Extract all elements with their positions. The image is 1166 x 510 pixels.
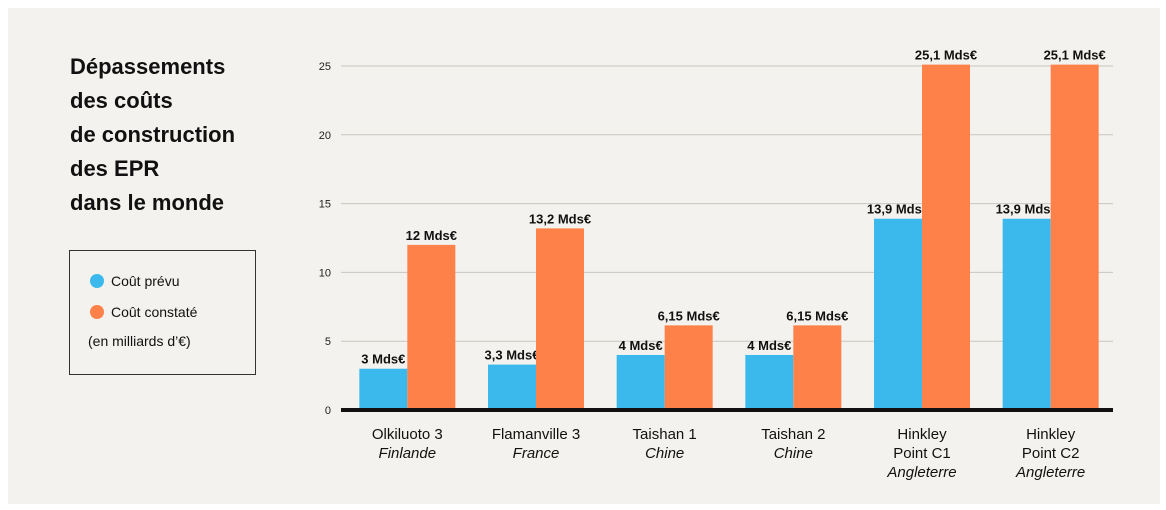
bar <box>793 325 842 410</box>
data-label: 3 Mds€ <box>361 352 405 367</box>
data-label: 12 Mds€ <box>406 228 457 243</box>
x-category-label: Flamanville 3 <box>492 426 580 443</box>
x-country-label: Chine <box>774 445 813 462</box>
title-line: dans le monde <box>70 190 225 215</box>
bar <box>874 218 922 410</box>
x-country-label: Angleterre <box>886 464 956 481</box>
x-category-label: Hinkley <box>1026 426 1076 443</box>
legend-unit-note: (en milliards d’€) <box>88 333 191 349</box>
chart-title: Dépassements des coûts de construction d… <box>70 50 235 220</box>
x-country-label: Finlande <box>379 445 437 462</box>
x-country-label: France <box>513 445 560 462</box>
data-label: 6,15 Mds€ <box>658 308 720 323</box>
bar <box>1050 64 1099 411</box>
data-label: 3,3 Mds€ <box>485 348 540 363</box>
bar <box>1002 218 1051 410</box>
bar <box>407 244 456 410</box>
data-label: 25,1 Mds€ <box>1044 48 1106 63</box>
data-label: 4 Mds€ <box>747 338 791 353</box>
y-tick-label: 0 <box>325 405 331 417</box>
x-category-label: Taishan 2 <box>761 426 825 443</box>
x-country-label: Angleterre <box>1015 464 1085 481</box>
title-line: des coûts <box>70 88 173 113</box>
legend-item-actual: Coût constaté <box>90 302 197 322</box>
legend-label: Coût prévu <box>111 273 180 289</box>
x-country-label: Chine <box>645 445 684 462</box>
legend-item-planned: Coût prévu <box>90 271 179 291</box>
bar <box>922 64 970 411</box>
y-tick-label: 5 <box>325 336 331 348</box>
data-label: 6,15 Mds€ <box>786 308 848 323</box>
y-tick-label: 10 <box>319 267 331 279</box>
title-line: des EPR <box>70 156 160 181</box>
data-label: 13,9 Mds€ <box>996 202 1058 217</box>
bar <box>359 368 408 410</box>
x-category-label: Olkiluoto 3 <box>372 426 443 443</box>
title-line: Dépassements <box>70 54 226 79</box>
bar <box>536 228 584 410</box>
y-tick-label: 25 <box>319 61 331 73</box>
x-category-label: Hinkley <box>897 426 947 443</box>
bar <box>664 325 713 410</box>
legend: Coût prévu Coût constaté (en milliards d… <box>69 250 256 375</box>
data-label: 4 Mds€ <box>619 338 663 353</box>
bar <box>745 354 794 410</box>
data-label: 13,2 Mds€ <box>529 211 591 226</box>
bar <box>488 364 536 410</box>
y-tick-label: 15 <box>319 199 331 211</box>
legend-label: Coût constaté <box>111 304 198 320</box>
y-tick-label: 20 <box>319 130 331 142</box>
data-label: 13,9 Mds€ <box>867 202 929 217</box>
x-category-label: Point C2 <box>1022 445 1080 462</box>
data-label: 25,1 Mds€ <box>915 48 977 63</box>
bar <box>616 354 665 410</box>
title-line: de construction <box>70 122 236 147</box>
x-category-label: Point C1 <box>893 445 951 462</box>
legend-swatch-blue-icon <box>90 274 104 288</box>
legend-swatch-orange-icon <box>90 305 104 319</box>
x-category-label: Taishan 1 <box>633 426 697 443</box>
